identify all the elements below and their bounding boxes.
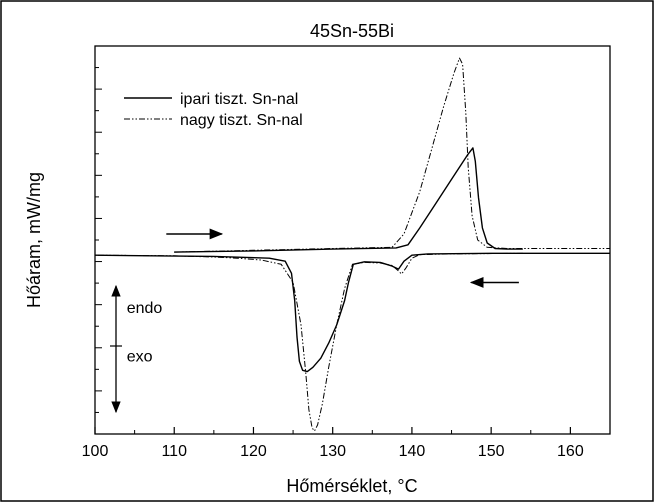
annotation-layer: endo exo (110, 228, 519, 414)
series-line-nagy-cooling (94, 252, 523, 432)
legend-label-ipari: ipari tiszt. Sn-nal (180, 91, 298, 108)
x-tick-label-130: 130 (319, 443, 346, 460)
x-tick-label-150: 150 (478, 443, 505, 460)
annotation-exo: exo (127, 348, 153, 365)
series-layer (94, 57, 610, 432)
series-line-ipari-cooling (94, 252, 610, 373)
legend: ipari tiszt. Sn-nal nagy tiszt. Sn-nal (124, 91, 303, 129)
annotation-endo: endo (127, 300, 163, 317)
x-tick-label-100: 100 (82, 443, 109, 460)
x-tick-label-120: 120 (240, 443, 267, 460)
y-axis-ticks (95, 67, 102, 413)
x-tick-label-160: 160 (557, 443, 584, 460)
y-axis-label: Hőáram, mW/mg (24, 172, 44, 308)
x-axis-label: Hőmérséklet, °C (286, 476, 417, 496)
x-tick-label-110: 110 (161, 443, 187, 460)
x-tick-label-140: 140 (399, 443, 426, 460)
chart-title: 45Sn-55Bi (310, 21, 394, 41)
legend-label-nagy: nagy tiszt. Sn-nal (180, 112, 303, 129)
x-axis-ticks: 100 110 120 130 140 150 160 (82, 427, 584, 460)
series-line-nagy-heating (174, 57, 610, 253)
